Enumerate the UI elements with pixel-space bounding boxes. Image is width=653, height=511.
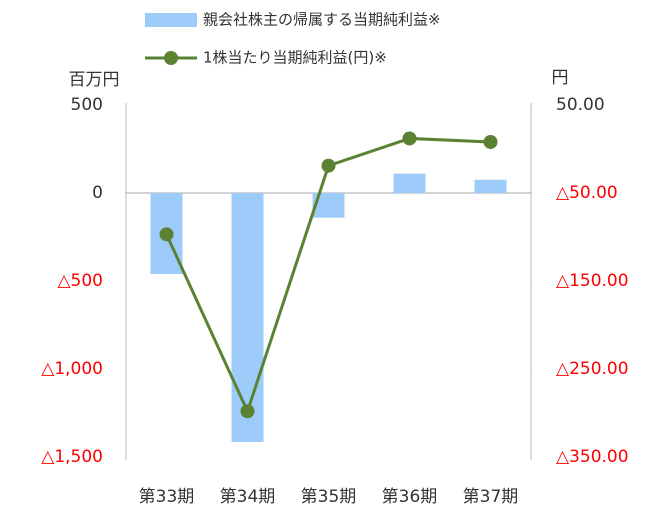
- line-marker: [402, 131, 417, 146]
- x-tick-label: 第34期: [220, 487, 276, 507]
- line-marker: [240, 404, 255, 419]
- y-tick-label: △500: [57, 271, 103, 291]
- line-marker: [483, 134, 498, 149]
- line-marker: [321, 158, 336, 173]
- legend-swatch: [145, 13, 197, 27]
- line: [165, 136, 491, 416]
- y-tick-label: △1,000: [41, 359, 103, 379]
- x-tick-label: 第33期: [139, 487, 195, 507]
- y2-tick-label: 50.00: [556, 95, 605, 115]
- x-tick-label: 第36期: [382, 487, 438, 507]
- x-tick-label: 第37期: [463, 487, 519, 507]
- y-tick-label: 0: [92, 183, 103, 203]
- y-tick-label: 500: [71, 95, 103, 115]
- y2-axis-title: 円: [552, 68, 569, 88]
- bar: [474, 179, 507, 193]
- bar: [393, 173, 426, 193]
- y2-tick-label: △250.00: [556, 359, 629, 379]
- x-tick-label: 第35期: [301, 487, 357, 507]
- bar: [231, 193, 264, 443]
- y2-tick-label: △150.00: [556, 271, 629, 291]
- y2-tick-label: △350.00: [556, 447, 629, 467]
- y-axis-title: 百万円: [69, 70, 120, 90]
- line-marker: [159, 227, 174, 242]
- y2-tick-label: △50.00: [556, 183, 618, 203]
- legend-label: 1株当たり当期純利益(円)※: [203, 49, 387, 67]
- y-tick-label: △1,500: [41, 447, 103, 467]
- legend-swatch: [164, 51, 178, 65]
- legend-label: 親会社株主の帰属する当期純利益※: [203, 11, 441, 29]
